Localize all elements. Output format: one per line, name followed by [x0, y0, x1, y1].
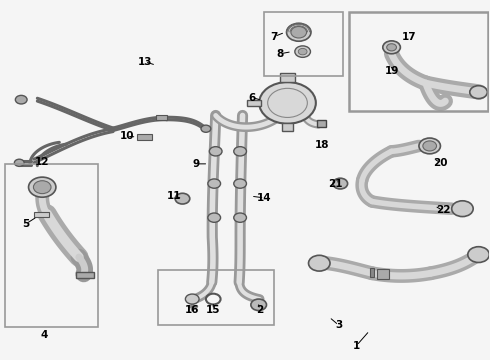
- Text: 14: 14: [257, 193, 272, 203]
- Bar: [156, 115, 167, 120]
- Circle shape: [259, 82, 316, 124]
- Circle shape: [251, 299, 267, 311]
- Circle shape: [33, 181, 51, 194]
- Bar: [264, 12, 343, 76]
- Bar: [4, 164, 98, 327]
- Circle shape: [387, 44, 396, 51]
- Text: 5: 5: [23, 219, 30, 229]
- Circle shape: [291, 27, 307, 38]
- Text: 12: 12: [35, 157, 49, 167]
- Bar: [377, 269, 389, 279]
- Circle shape: [419, 138, 441, 154]
- Circle shape: [309, 255, 330, 271]
- Circle shape: [28, 177, 56, 197]
- Circle shape: [201, 125, 211, 132]
- Text: 18: 18: [315, 140, 329, 150]
- Circle shape: [423, 141, 437, 151]
- Text: 8: 8: [276, 49, 284, 59]
- Circle shape: [333, 178, 347, 189]
- Circle shape: [383, 41, 400, 54]
- Circle shape: [295, 46, 311, 57]
- Bar: [34, 212, 49, 217]
- Circle shape: [452, 201, 473, 217]
- Circle shape: [209, 147, 222, 156]
- Bar: [158, 270, 274, 325]
- Text: 20: 20: [433, 158, 448, 168]
- Circle shape: [234, 213, 246, 222]
- Text: 7: 7: [270, 32, 278, 41]
- Circle shape: [470, 86, 488, 99]
- Bar: [76, 272, 94, 278]
- Text: 6: 6: [249, 93, 256, 103]
- Bar: [369, 268, 374, 277]
- Bar: [282, 123, 294, 131]
- Circle shape: [298, 48, 307, 55]
- Circle shape: [15, 95, 27, 104]
- Circle shape: [468, 247, 490, 262]
- Circle shape: [234, 179, 246, 188]
- Bar: [137, 134, 152, 140]
- Text: 10: 10: [120, 131, 134, 141]
- Text: 22: 22: [436, 206, 450, 216]
- Circle shape: [185, 294, 199, 304]
- Text: 17: 17: [401, 32, 416, 41]
- Text: 16: 16: [185, 305, 199, 315]
- Circle shape: [287, 23, 311, 41]
- Text: 21: 21: [328, 179, 343, 189]
- Circle shape: [208, 213, 220, 222]
- Bar: [280, 73, 295, 82]
- Text: 19: 19: [384, 66, 399, 76]
- Text: 3: 3: [335, 320, 343, 330]
- Text: 15: 15: [206, 305, 220, 315]
- Text: 13: 13: [138, 57, 152, 67]
- Circle shape: [234, 147, 246, 156]
- Text: 4: 4: [40, 330, 48, 340]
- Bar: [247, 100, 261, 107]
- Text: 1: 1: [353, 341, 360, 351]
- Bar: [318, 120, 326, 127]
- Text: 2: 2: [256, 305, 263, 315]
- Bar: [348, 12, 489, 111]
- Circle shape: [14, 159, 24, 166]
- Circle shape: [208, 179, 220, 188]
- Text: 9: 9: [193, 159, 200, 169]
- Text: 11: 11: [167, 191, 181, 201]
- Circle shape: [175, 193, 190, 204]
